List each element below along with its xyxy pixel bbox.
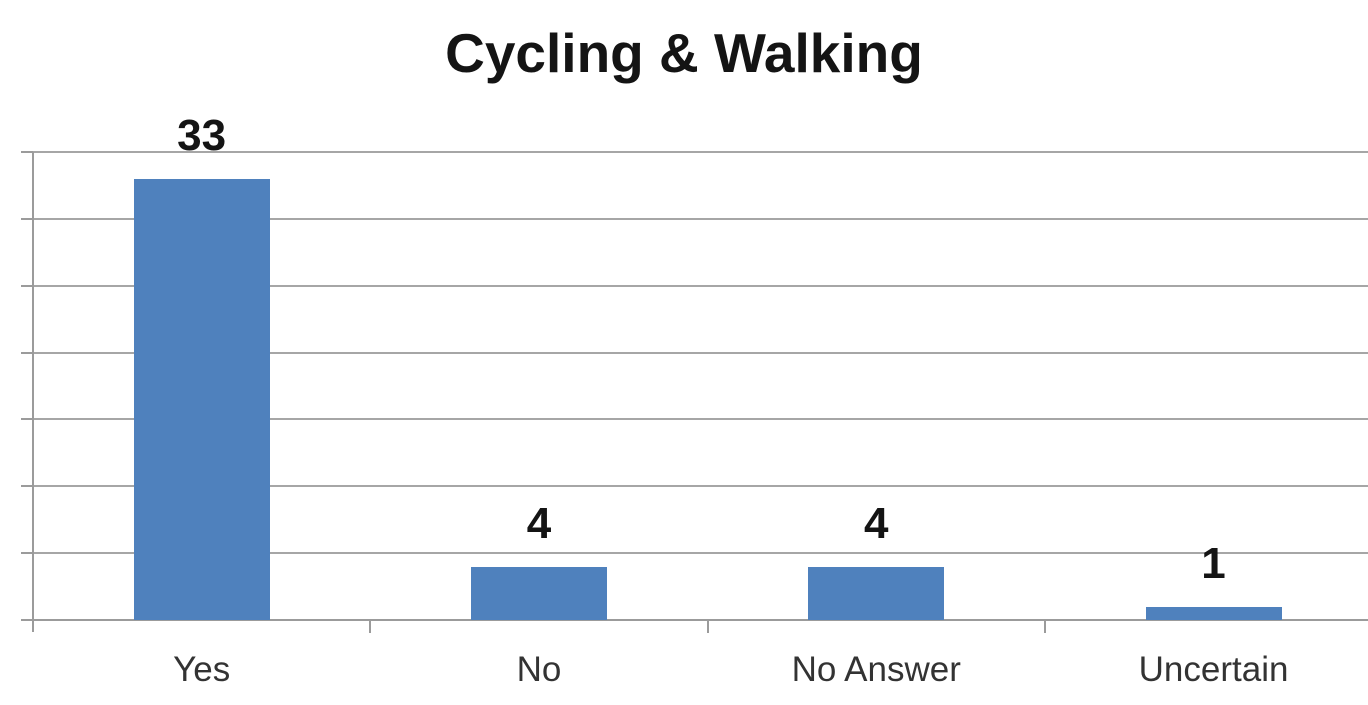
category-label-no: No xyxy=(516,650,562,689)
x-axis-tick xyxy=(706,620,709,633)
category-label-yes: Yes xyxy=(173,650,231,689)
data-label-uncertain: 1 xyxy=(1201,538,1226,588)
y-axis-tick xyxy=(21,485,33,488)
bar-uncertain xyxy=(1145,606,1282,620)
y-axis-line xyxy=(32,152,34,632)
x-axis-tick xyxy=(369,620,372,633)
y-axis-tick xyxy=(21,351,33,354)
y-axis-tick xyxy=(21,619,33,621)
data-label-no-answer: 4 xyxy=(864,498,889,548)
chart-title: Cycling & Walking xyxy=(445,22,923,84)
bar-no xyxy=(470,566,607,620)
bar-yes xyxy=(133,178,270,620)
category-label-no-answer: No Answer xyxy=(791,650,961,689)
y-axis-tick xyxy=(21,284,33,287)
y-axis-tick xyxy=(21,418,33,421)
x-axis-tick xyxy=(1043,620,1046,633)
data-label-no: 4 xyxy=(526,498,552,548)
y-axis-tick xyxy=(21,217,33,220)
data-label-yes: 33 xyxy=(177,110,227,160)
bar-no-answer xyxy=(808,566,945,620)
category-label-uncertain: Uncertain xyxy=(1138,650,1289,689)
y-axis-tick xyxy=(21,552,33,555)
y-axis-tick xyxy=(21,151,33,153)
